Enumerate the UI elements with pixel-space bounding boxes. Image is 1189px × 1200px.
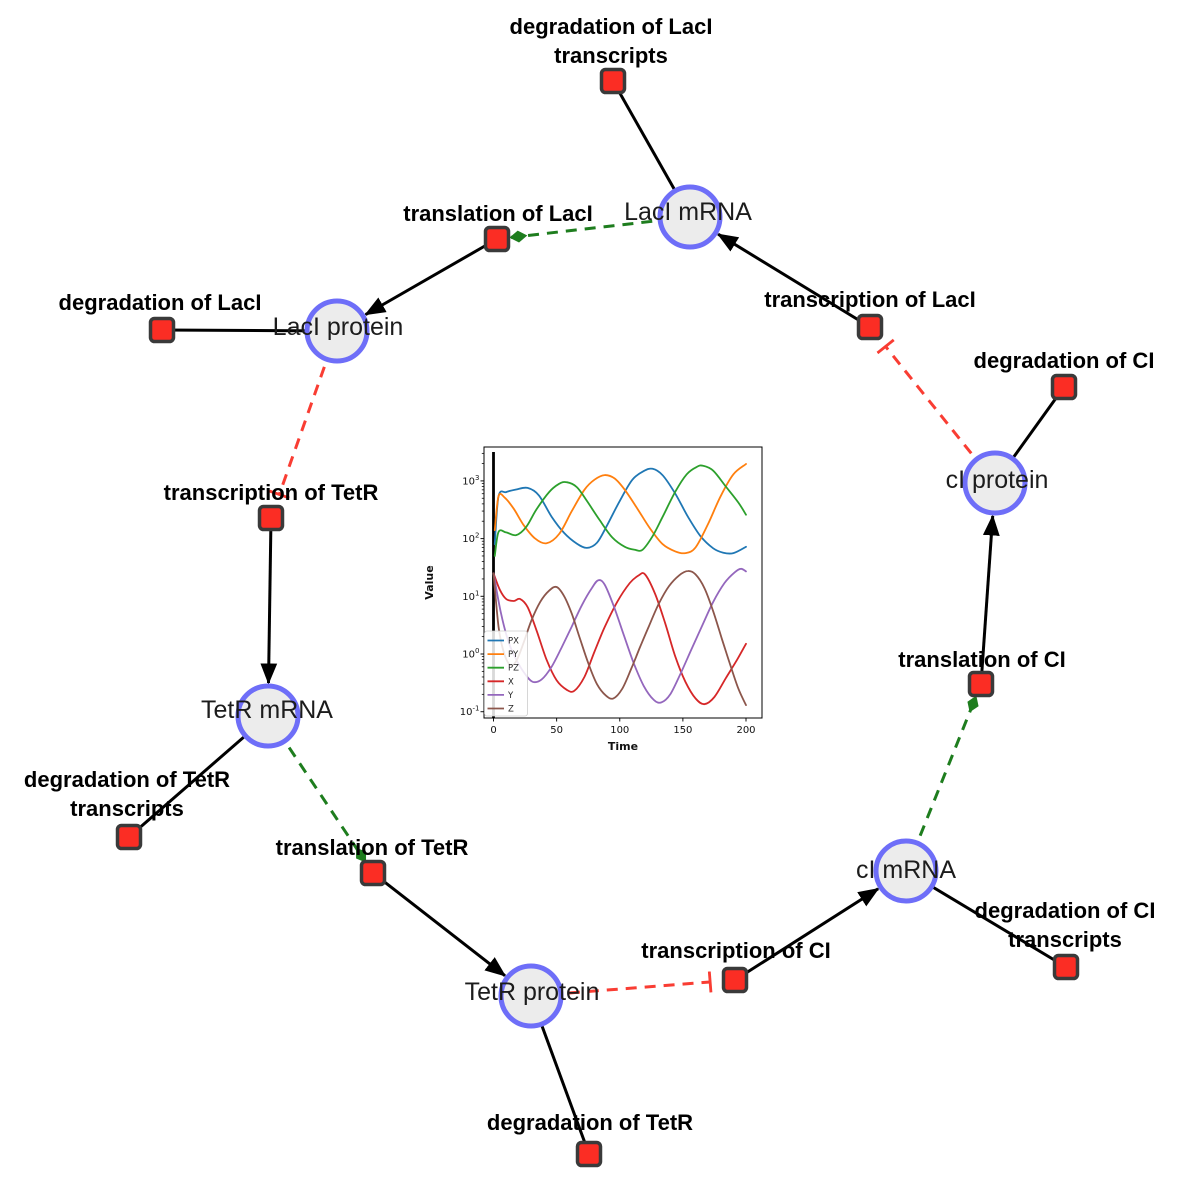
legend-entry-X: X: [508, 677, 514, 687]
reaction-label: degradation of CI: [975, 898, 1156, 923]
reaction-node-deg_laci_tx[interactable]: [599, 67, 627, 95]
reaction-label: transcription of CI: [641, 938, 830, 963]
reaction-label: transcripts: [70, 796, 184, 821]
x-tick-label: 200: [736, 725, 755, 736]
legend-entry-Z: Z: [508, 705, 514, 715]
edge-txn_laci-laci_mrna: [716, 232, 871, 329]
x-tick-label: 150: [673, 725, 692, 736]
y-tick-label: 102: [462, 532, 479, 546]
legend-entry-PX: PX: [508, 637, 519, 647]
y-tick-label: 10-1: [460, 705, 480, 719]
species-label: cI mRNA: [856, 856, 956, 884]
y-tick-label: 101: [462, 589, 479, 603]
reaction-label: transcripts: [1008, 927, 1122, 952]
reaction-label: degradation of TetR: [24, 767, 230, 792]
reaction-label: transcription of LacI: [764, 287, 975, 312]
reaction-node-deg_ci[interactable]: [1050, 373, 1078, 401]
edge-transl_tetr-tetr_protein: [372, 871, 507, 977]
legend-entry-PZ: PZ: [508, 664, 519, 674]
reaction-node-transl_laci[interactable]: [483, 225, 511, 253]
reaction-label: degradation of LacI: [59, 290, 262, 315]
y-axis-label: Value: [423, 565, 436, 599]
reaction-label: translation of LacI: [403, 201, 592, 226]
species-label: TetR mRNA: [201, 696, 333, 724]
edge-ci_mrna-transl_ci: [904, 695, 979, 872]
species-node-laci_protein[interactable]: [304, 298, 370, 364]
reaction-node-deg_laci[interactable]: [148, 316, 176, 344]
reaction-label: translation of CI: [898, 647, 1065, 672]
series-PZ: [493, 464, 747, 557]
reaction-node-txn_laci[interactable]: [856, 313, 884, 341]
reaction-label: translation of TetR: [276, 835, 469, 860]
reaction-label: degradation of TetR: [487, 1110, 693, 1135]
species-node-laci_mrna[interactable]: [657, 184, 723, 250]
reaction-node-txn_ci[interactable]: [721, 966, 749, 994]
reaction-node-deg_tetr[interactable]: [575, 1140, 603, 1168]
y-axis: 10-1 100 101 102 103: [460, 474, 484, 718]
reaction-label: transcripts: [554, 43, 668, 68]
y-tick-label: 100: [462, 647, 479, 661]
reaction-node-deg_ci_tx[interactable]: [1052, 953, 1080, 981]
labels-layer: degradation of LacI transcripts translatio…: [24, 14, 1156, 1135]
species-label: LacI protein: [273, 313, 404, 341]
reaction-label: transcription of TetR: [164, 480, 379, 505]
reaction-node-deg_tetr_tx[interactable]: [115, 823, 143, 851]
edge-txn_tetr-tetr_mrna: [260, 517, 278, 685]
species-node-ci_mrna[interactable]: [873, 838, 939, 904]
series-X: [492, 572, 747, 706]
y-tick-label: 103: [462, 474, 479, 488]
reaction-label: degradation of LacI: [510, 14, 713, 39]
x-axis: 0 50 100 150 200: [490, 718, 756, 736]
x-tick-label: 100: [610, 725, 629, 736]
legend-entry-Y: Y: [507, 691, 514, 701]
x-axis-label: Time: [608, 740, 638, 753]
species-node-ci_protein[interactable]: [962, 450, 1028, 516]
reaction-node-transl_tetr[interactable]: [359, 859, 387, 887]
legend: PX PY PZ XYZ: [484, 630, 528, 717]
series-PY: [493, 463, 747, 555]
species-label: cI protein: [946, 466, 1049, 494]
x-tick-label: 50: [550, 725, 563, 736]
species-label: TetR protein: [465, 978, 600, 1006]
series-Y: [492, 567, 747, 704]
x-tick-label: 0: [490, 725, 496, 736]
edge-transl_ci-ci_protein: [979, 514, 1000, 685]
species-label: LacI mRNA: [624, 198, 752, 226]
nodes-layer: [115, 67, 1080, 1168]
edge-transl_laci-laci_protein: [364, 237, 498, 316]
species-node-tetr_protein[interactable]: [498, 963, 564, 1029]
species-node-tetr_mrna[interactable]: [235, 683, 301, 749]
reaction-label: degradation of CI: [974, 348, 1155, 373]
timecourse-plot: 10-1 100 101 102 103 0 50 100 150 200 PX PY PZ XYZ Tim…: [423, 446, 763, 753]
reaction-node-txn_tetr[interactable]: [257, 504, 285, 532]
edge-txn_ci-ci_mrna: [734, 887, 880, 982]
reaction-node-transl_ci[interactable]: [967, 670, 995, 698]
legend-entry-PY: PY: [508, 650, 519, 660]
